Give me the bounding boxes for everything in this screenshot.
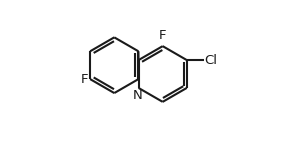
Text: Cl: Cl [204,54,217,67]
Text: N: N [133,89,143,102]
Text: F: F [81,73,88,86]
Text: F: F [159,29,166,42]
